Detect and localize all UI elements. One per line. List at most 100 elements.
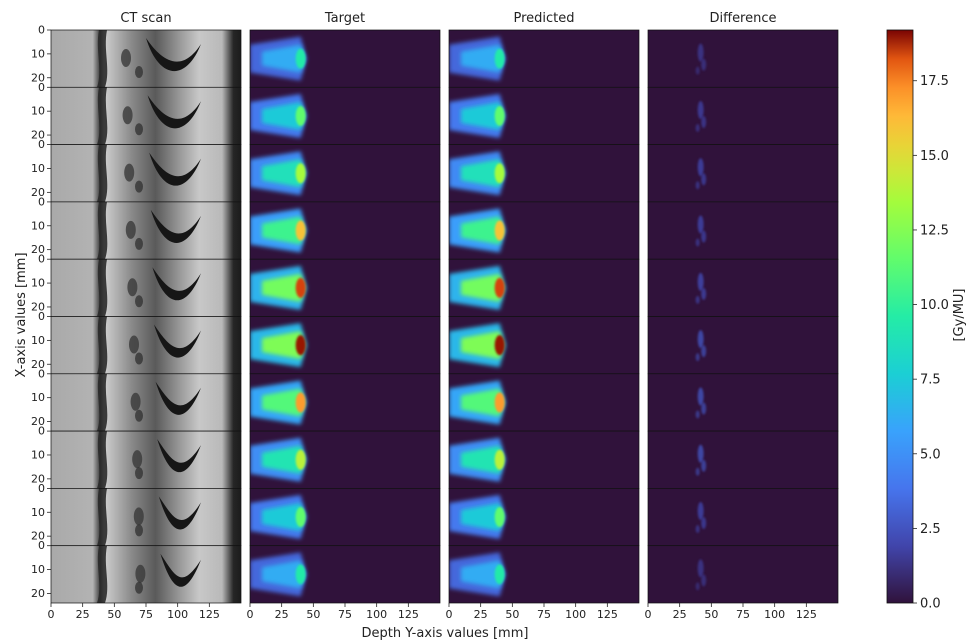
y-tick-label: 10 xyxy=(31,219,45,232)
cell-ct-row-5 xyxy=(50,258,242,317)
x-axis-label: Depth Y-axis values [mm] xyxy=(362,626,529,641)
y-tick-label: 10 xyxy=(31,47,45,60)
y-axis-label: X-axis values [mm] xyxy=(14,252,29,377)
y-tick-label: 10 xyxy=(31,563,45,576)
colorbar-tick-label: 2.5 xyxy=(920,522,941,537)
y-tick-label: 10 xyxy=(31,334,45,347)
y-tick-label: 0 xyxy=(38,24,45,37)
x-tick-label: 0 xyxy=(645,608,652,621)
y-tick-label: 0 xyxy=(38,367,45,380)
panel-title-target: Target xyxy=(324,11,365,26)
x-tick-label: 25 xyxy=(673,608,687,621)
cell-predicted-row-9 xyxy=(448,488,640,547)
y-tick-label: 20 xyxy=(31,358,45,371)
x-tick-label: 0 xyxy=(446,608,453,621)
cell-difference-row-9 xyxy=(647,488,839,547)
x-tick-label: 100 xyxy=(167,608,188,621)
x-tick-label: 100 xyxy=(565,608,586,621)
cell-target-row-6 xyxy=(249,316,441,375)
cell-ct-row-4 xyxy=(50,201,242,260)
y-tick-label: 20 xyxy=(31,300,45,313)
colorbar-gradient xyxy=(886,29,914,604)
cell-ct-row-10 xyxy=(50,545,242,604)
cell-predicted-row-7 xyxy=(448,373,640,432)
cell-target-row-5 xyxy=(249,258,441,317)
cell-predicted-row-3 xyxy=(448,144,640,203)
y-tick-label: 20 xyxy=(31,129,45,142)
x-tick-label: 125 xyxy=(796,608,817,621)
y-tick-label: 20 xyxy=(31,472,45,485)
panel-title-difference: Difference xyxy=(709,11,776,26)
cell-target-row-3 xyxy=(249,144,441,203)
cell-difference-row-10 xyxy=(647,545,839,604)
y-tick-label: 0 xyxy=(38,195,45,208)
colorbar-tick-label: 10.0 xyxy=(920,298,949,313)
cell-difference-row-2 xyxy=(647,86,839,145)
y-tick-label: 0 xyxy=(38,539,45,552)
x-tick-label: 50 xyxy=(505,608,519,621)
x-tick-label: 75 xyxy=(139,608,153,621)
x-tick-label: 50 xyxy=(306,608,320,621)
cell-target-row-2 xyxy=(249,86,441,145)
y-tick-label: 0 xyxy=(38,253,45,266)
cell-predicted-row-1 xyxy=(448,29,640,88)
panel-title-ct: CT scan xyxy=(120,11,171,26)
x-tick-label: 125 xyxy=(398,608,419,621)
cell-predicted-row-5 xyxy=(448,258,640,317)
panels-grid xyxy=(50,29,839,604)
y-tick-label: 20 xyxy=(31,71,45,84)
colorbar-tick-label: 12.5 xyxy=(920,223,949,238)
y-tick-label: 20 xyxy=(31,243,45,256)
cell-ct-row-8 xyxy=(50,430,242,489)
cell-ct-row-2 xyxy=(50,86,242,145)
colorbar-label: [Gy/MU] xyxy=(952,288,967,341)
cell-difference-row-7 xyxy=(647,373,839,432)
colorbar-tick-label: 17.5 xyxy=(920,74,949,89)
panel-titles: CT scan Target Predicted Difference xyxy=(120,11,776,26)
colorbar-tick-label: 15.0 xyxy=(920,149,949,164)
y-tick-label: 20 xyxy=(31,530,45,543)
cell-target-row-9 xyxy=(249,488,441,547)
x-tick-label: 25 xyxy=(474,608,488,621)
cell-predicted-row-10 xyxy=(448,545,640,604)
cell-ct-row-9 xyxy=(50,488,242,547)
y-tick-label: 10 xyxy=(31,277,45,290)
x-tick-label: 0 xyxy=(247,608,254,621)
cell-ct-row-6 xyxy=(50,316,242,375)
x-tick-label: 100 xyxy=(366,608,387,621)
y-tick-label: 10 xyxy=(31,105,45,118)
colorbar: 0.0 2.5 5.0 7.5 10.0 12.5 15.0 17.5 xyxy=(886,29,949,612)
y-tick-label: 0 xyxy=(38,425,45,438)
cell-difference-row-1 xyxy=(647,29,839,88)
cell-difference-row-4 xyxy=(647,201,839,260)
cell-ct-row-1 xyxy=(50,29,242,88)
x-tick-label: 50 xyxy=(704,608,718,621)
y-tick-label: 10 xyxy=(31,448,45,461)
x-tick-label: 25 xyxy=(275,608,289,621)
cell-ct-row-3 xyxy=(50,144,242,203)
cell-target-row-4 xyxy=(249,201,441,260)
cell-target-row-7 xyxy=(249,373,441,432)
colorbar-tick-label: 5.0 xyxy=(920,447,941,462)
axes: 0102001020010200102001020010200102001020… xyxy=(31,24,817,622)
cell-target-row-10 xyxy=(249,545,441,604)
y-tick-label: 10 xyxy=(31,162,45,175)
y-tick-label: 20 xyxy=(31,415,45,428)
y-tick-label: 0 xyxy=(38,310,45,323)
y-tick-label: 0 xyxy=(38,482,45,495)
cell-ct-row-7 xyxy=(50,373,242,432)
cell-difference-row-3 xyxy=(647,144,839,203)
x-tick-label: 125 xyxy=(199,608,220,621)
x-tick-label: 50 xyxy=(107,608,121,621)
cell-target-row-8 xyxy=(249,430,441,489)
cell-difference-row-6 xyxy=(647,316,839,375)
y-tick-label: 0 xyxy=(38,81,45,94)
cell-predicted-row-4 xyxy=(448,201,640,260)
x-tick-label: 75 xyxy=(537,608,551,621)
y-tick-label: 10 xyxy=(31,506,45,519)
colorbar-tick-label: 0.0 xyxy=(920,597,941,612)
y-tick-label: 20 xyxy=(31,186,45,199)
x-tick-label: 125 xyxy=(597,608,618,621)
cell-predicted-row-6 xyxy=(448,316,640,375)
